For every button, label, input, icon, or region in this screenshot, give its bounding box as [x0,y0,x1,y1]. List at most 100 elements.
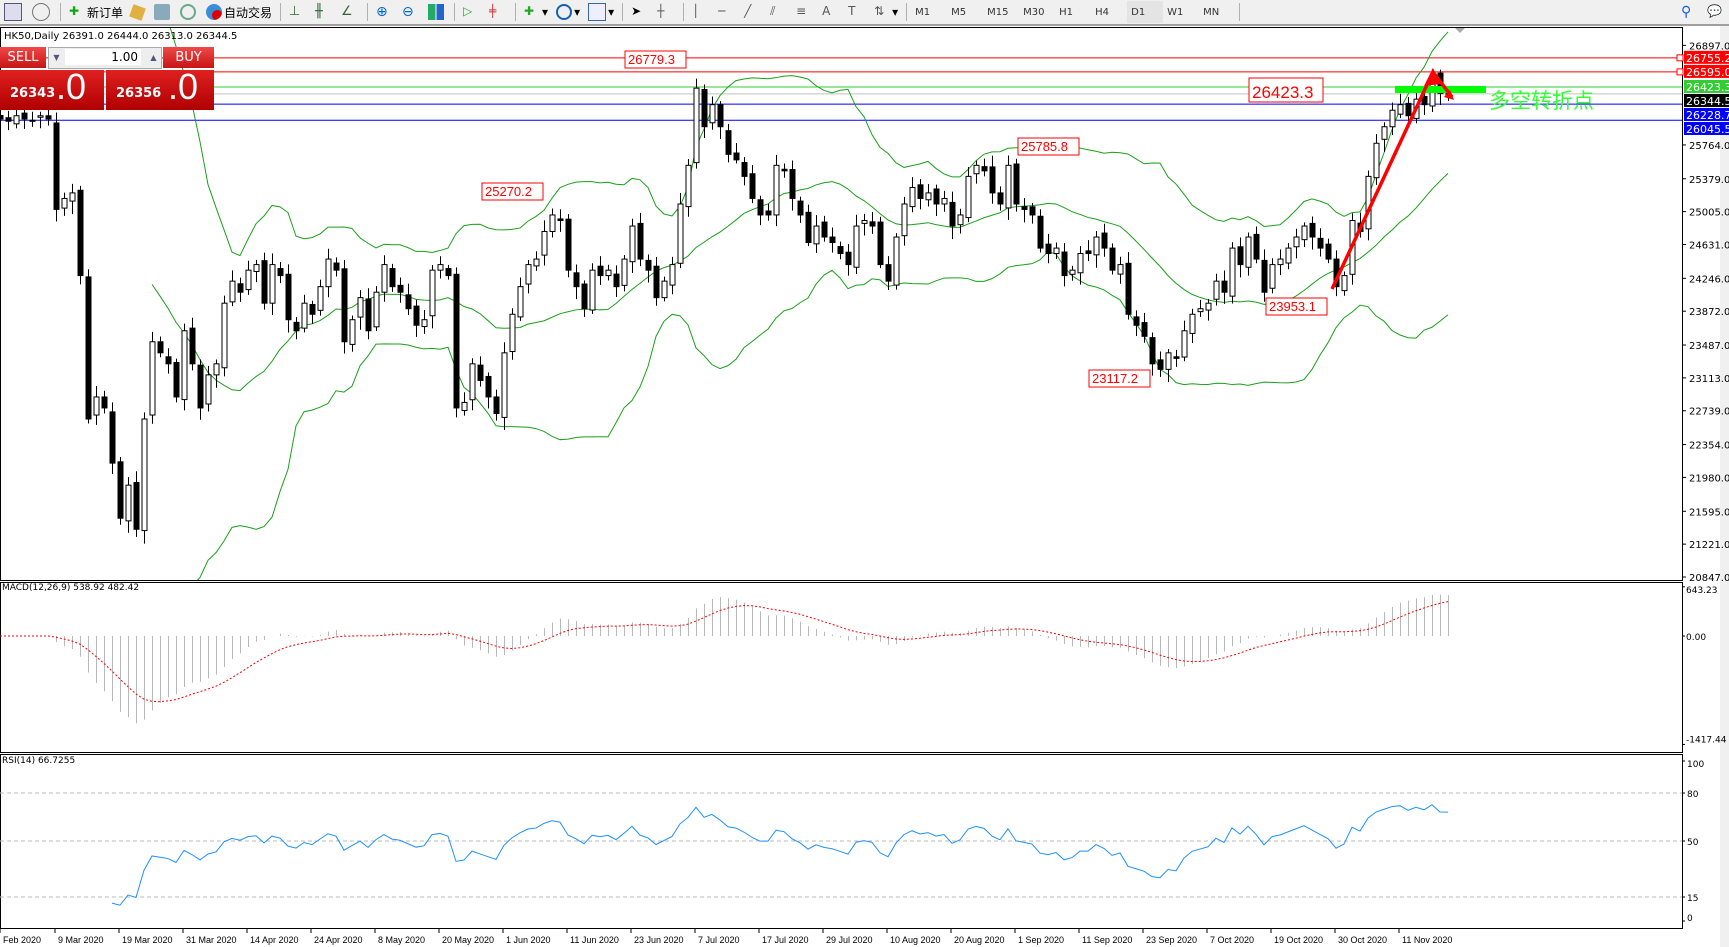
market-watch-button[interactable] [127,1,150,23]
date-tick-label: 23 Jun 2020 [634,935,684,945]
level-price-box [1684,64,1729,78]
new-chart-button[interactable] [0,1,28,23]
price-annotation-box[interactable] [481,182,544,201]
zoom-out-button[interactable]: ⊖ [398,1,424,23]
price-annotation-box[interactable] [1088,369,1151,388]
timeframe-d1[interactable]: D1 [1127,1,1164,23]
buy-price-button[interactable]: 26356 .0 [106,66,214,110]
bull-candle [1277,258,1284,266]
price-annotation-box[interactable] [1017,137,1080,156]
bull-candle [1053,247,1060,255]
lot-size-input[interactable] [65,49,141,65]
bear-candle [445,268,452,277]
new-order-label: 新订单 [87,5,124,20]
price-annotation-label: 26779.3 [628,52,675,67]
timeframe-mn[interactable]: MN [1203,6,1220,18]
arrows-button[interactable]: ⇅ ▾ [874,4,899,19]
bear-candle [1109,247,1116,271]
line-chart-button[interactable]: ∠ [337,1,363,23]
chart-area[interactable]: 26897.0 25764.0 25379.0 25005.0 24631.0 24246… [0,26,1729,947]
bear-candle [885,264,892,282]
toolbar: ✚ 新订单 自动交易 ⊥ ╫ ∠ ⊕ ⊖ ▷ ╪ ✚ ▾ ▾ ▾ ➤ ┼ │ ─ ╱… [0,0,1729,26]
fibonacci-button[interactable]: ≡ [792,1,818,23]
divider [60,3,61,21]
level-handle[interactable] [1676,68,1684,76]
date-tick-label: 24 Apr 2020 [314,935,363,945]
bear-candle [165,356,172,365]
text-button[interactable]: A [818,1,844,23]
horizontal-line-button[interactable]: ─ [714,1,740,23]
add-indicator-icon: ✚ [524,4,535,18]
price-annotation-box[interactable] [624,50,687,69]
auto-scroll-button[interactable]: ▷ [459,1,485,23]
sell-button[interactable]: SELL [0,47,46,68]
zoom-in-button[interactable]: ⊕ [372,1,398,23]
lot-decrease-button[interactable]: ▼ [53,53,60,62]
vertical-line-button[interactable]: │ [688,1,714,23]
auto-trading-button[interactable]: 自动交易 [202,1,276,23]
navigator-button[interactable] [150,1,176,23]
search-button[interactable]: ⚲ [1677,1,1703,23]
bear-candle [1141,322,1148,337]
cursor-arrow-icon: ➤ [631,4,642,18]
rsi-tick-label: 0 [1687,914,1693,924]
level-price-label: 26344.5 [1686,95,1729,108]
candle-chart-button[interactable]: ╫ [311,1,337,23]
bar-chart-button[interactable]: ⊥ [285,1,311,23]
chat-button[interactable]: 💬 [1703,1,1729,23]
timeframe-m30[interactable]: M30 [1023,6,1045,18]
level-price-label: 26045.5 [1686,123,1729,136]
lot-increase-button[interactable]: ▲ [150,53,157,62]
crosshair-icon: ┼ [657,4,665,18]
timeframe-m1[interactable]: M1 [915,6,931,18]
bull-candle [973,164,980,175]
tile-windows-button[interactable] [424,1,450,23]
divider [906,3,908,21]
arrow-head-icon [1424,68,1440,86]
bear-candle [477,364,484,381]
bollinger-lower-band [196,251,1449,580]
macd-window-frame [0,582,1683,753]
timeframe-m15[interactable]: M15 [987,6,1009,18]
bear-candle [45,115,52,120]
bear-candle [1061,251,1068,277]
bull-candle [421,319,428,328]
zoom-window-button[interactable] [28,1,56,23]
buy-button[interactable]: BUY [163,47,214,68]
bear-candle [0,114,4,120]
new-order-button[interactable]: ✚ 新订单 [65,1,127,23]
chart-shift-button[interactable]: ╪ [485,1,511,23]
macd-label: MACD(12,26,9) 538.92 482.42 [2,583,139,593]
cursor-button[interactable]: ➤ [627,1,653,23]
templates-button[interactable]: ▾ [584,1,618,23]
trendline-button[interactable]: ╱ [740,1,766,23]
bear-candle [789,169,796,199]
bull-candle [1269,264,1276,289]
indicators-button[interactable]: ✚ ▾ [524,4,549,19]
bull-candle [357,297,364,318]
bear-candle [1045,243,1052,255]
equidistant-channel-button[interactable]: ⫽ [766,1,792,23]
price-tick-label: 21980.0 [1689,473,1729,484]
bull-candle [317,286,324,311]
level-handle[interactable] [1676,54,1684,62]
date-tick-label: 1 Jun 2020 [506,935,551,945]
signal-button[interactable] [176,1,202,23]
crosshair-button[interactable]: ┼ [653,1,679,23]
chart-shift-marker[interactable] [1455,28,1465,33]
timeframe-w1[interactable]: W1 [1167,6,1184,18]
bull-candle [1365,175,1372,230]
text-label-icon: T [848,4,856,18]
sell-price-button[interactable]: 26343 .0 [0,66,104,110]
macd-signal-line [0,601,1449,703]
price-annotation-box[interactable] [1265,297,1328,316]
timeframe-h1[interactable]: H1 [1059,6,1074,18]
bear-candle [53,122,60,210]
periods-button[interactable]: ▾ [552,1,584,23]
timeframe-m5[interactable]: M5 [951,6,967,18]
timeframe-h4[interactable]: H4 [1095,6,1110,18]
bull-candle [893,236,900,286]
level-price-box [1684,107,1729,121]
text-label-button[interactable]: T [844,1,870,23]
price-annotation-box[interactable] [1248,77,1324,103]
